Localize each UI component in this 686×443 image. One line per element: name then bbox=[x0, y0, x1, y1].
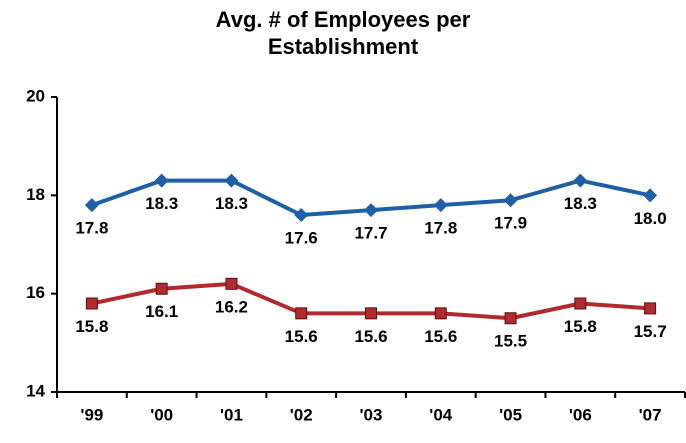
y-tick-label: 20 bbox=[26, 86, 45, 105]
x-tick-label: '99 bbox=[80, 405, 103, 424]
marker bbox=[434, 307, 447, 320]
marker bbox=[155, 282, 168, 295]
data-label: 17.6 bbox=[285, 228, 318, 247]
x-tick-label: '02 bbox=[290, 405, 313, 424]
data-label: 17.7 bbox=[354, 224, 387, 243]
data-label: 15.6 bbox=[354, 327, 387, 346]
data-label: 15.6 bbox=[285, 327, 318, 346]
data-label: 15.8 bbox=[75, 317, 108, 336]
data-label: 15.6 bbox=[424, 327, 457, 346]
y-tick-label: 14 bbox=[26, 381, 45, 400]
x-tick-label: '03 bbox=[360, 405, 383, 424]
marker bbox=[85, 297, 98, 310]
data-label: 18.3 bbox=[564, 194, 597, 213]
data-label: 17.9 bbox=[494, 214, 527, 233]
data-label: 15.8 bbox=[564, 317, 597, 336]
marker bbox=[84, 198, 99, 213]
marker bbox=[573, 173, 588, 188]
data-label: 16.1 bbox=[145, 302, 178, 321]
y-tick-label: 18 bbox=[26, 185, 45, 204]
x-tick-label: '04 bbox=[429, 405, 452, 424]
marker bbox=[643, 188, 658, 203]
data-label: 15.7 bbox=[634, 322, 667, 341]
x-tick-label: '05 bbox=[499, 405, 522, 424]
marker bbox=[224, 173, 239, 188]
x-tick-label: '00 bbox=[150, 405, 173, 424]
data-label: 18.0 bbox=[634, 209, 667, 228]
data-label: 18.3 bbox=[145, 194, 178, 213]
marker bbox=[295, 307, 308, 320]
marker bbox=[225, 277, 238, 290]
marker bbox=[154, 173, 169, 188]
x-tick-label: '07 bbox=[639, 405, 662, 424]
data-label: 16.2 bbox=[215, 297, 248, 316]
marker bbox=[574, 297, 587, 310]
marker bbox=[294, 208, 309, 222]
data-label: 17.8 bbox=[75, 219, 108, 238]
data-label: 15.5 bbox=[494, 332, 527, 351]
marker bbox=[503, 193, 518, 208]
data-label: 18.3 bbox=[215, 194, 248, 213]
marker bbox=[504, 312, 517, 325]
marker bbox=[364, 203, 378, 218]
x-tick-label: '06 bbox=[569, 405, 592, 424]
y-tick-label: 16 bbox=[26, 283, 45, 302]
marker bbox=[644, 302, 657, 315]
data-label: 17.8 bbox=[424, 219, 457, 238]
x-tick-label: '01 bbox=[220, 405, 243, 424]
marker bbox=[365, 307, 377, 320]
chart-title: Avg. # of Employees per Establishment bbox=[215, 7, 471, 59]
marker bbox=[433, 198, 448, 213]
